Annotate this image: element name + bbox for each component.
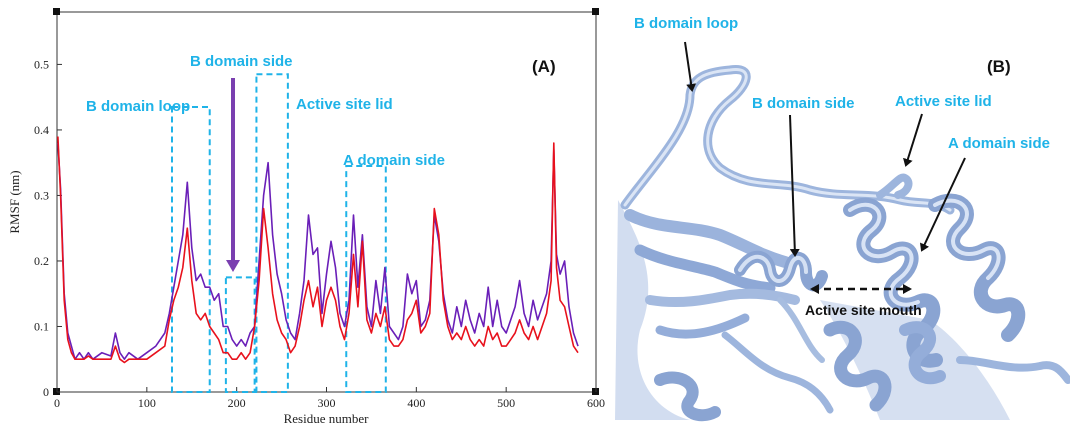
x-tick-label: 600	[587, 396, 605, 410]
series-line-1	[57, 142, 579, 360]
annot-b-domain-loop: B domain loop	[86, 98, 190, 115]
y-tick-label: 0.5	[34, 57, 49, 71]
panel-label-a: (A)	[532, 57, 556, 76]
arrow-a-domain-side	[920, 157, 966, 252]
highlight-box	[255, 73, 289, 393]
plot-frame	[56, 11, 597, 393]
frame-corner-tr	[592, 8, 599, 15]
x-tick-label: 300	[318, 396, 336, 410]
annot-b-domain-side: B domain side	[190, 53, 293, 70]
label-b-domain-side: B domain side	[752, 95, 855, 112]
axis-ticks: 0 100 200 300 400 500 600 0 0.1 0.2 0.3 0.4 0.5	[34, 57, 605, 410]
panel-label-b: (B)	[987, 57, 1011, 76]
label-active-site-mouth: Active site mouth	[805, 302, 922, 318]
x-tick-label: 100	[138, 396, 156, 410]
y-axis-label: RMSF (nm)	[7, 170, 22, 233]
y-tick-label: 0.1	[34, 319, 49, 333]
y-tick-label: 0	[43, 385, 49, 399]
series-lines	[57, 136, 579, 364]
arrow-b-domain-side	[789, 114, 800, 257]
x-axis-label: Residue number	[284, 411, 370, 426]
highlight-boxes	[170, 73, 387, 393]
rmsf-chart: 0 100 200 300 400 500 600 0 0.1 0.2 0.3 0.4 0.5 Resi…	[7, 8, 605, 426]
label-active-site-lid: Active site lid	[895, 93, 992, 110]
arrow-b-domain-loop	[684, 41, 697, 92]
frame-corner-tl	[53, 8, 60, 15]
y-tick-label: 0.2	[34, 254, 49, 268]
series-line-2	[57, 136, 579, 364]
y-tick-label: 0.3	[34, 188, 49, 202]
highlight-box	[170, 106, 211, 393]
x-tick-label: 400	[407, 396, 425, 410]
arrow-active-site-lid	[903, 113, 923, 167]
protein-structure-panel: (B) B domain loop B domain side Active s…	[615, 15, 1070, 422]
y-tick-label: 0.4	[34, 123, 49, 137]
annot-active-site-lid: Active site lid	[296, 96, 393, 113]
x-tick-label: 200	[228, 396, 246, 410]
annot-a-domain-side: A domain side	[343, 152, 445, 169]
highlight-box	[224, 276, 256, 393]
x-tick-label: 0	[54, 396, 60, 410]
label-a-domain-side: A domain side	[948, 135, 1050, 152]
x-tick-label: 500	[497, 396, 515, 410]
label-b-domain-loop: B domain loop	[634, 15, 738, 32]
protein-ribbon	[615, 65, 1070, 422]
